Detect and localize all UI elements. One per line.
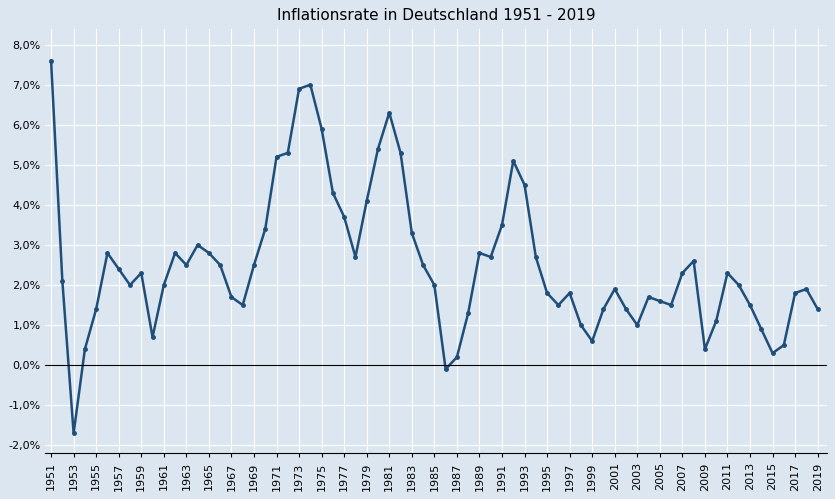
Title: Inflationsrate in Deutschland 1951 - 2019: Inflationsrate in Deutschland 1951 - 201… — [276, 8, 595, 23]
